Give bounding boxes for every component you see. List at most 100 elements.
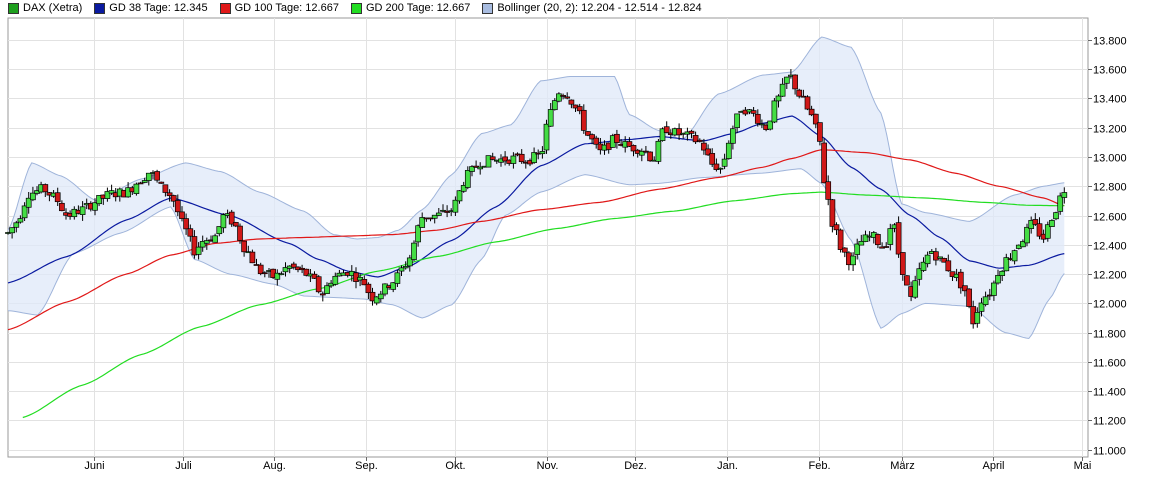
candle-body	[556, 93, 562, 102]
candle-body	[999, 270, 1006, 276]
candle-body	[580, 109, 587, 131]
legend-swatch	[350, 2, 362, 14]
candle-body	[551, 100, 558, 111]
y-tick-label: 11.200	[1093, 416, 1126, 428]
candle-body	[957, 271, 964, 289]
candle-body	[825, 181, 832, 200]
candle-body	[170, 195, 177, 202]
candle-body	[978, 302, 985, 312]
legend-item-0: DAX (Xetra)	[8, 2, 82, 14]
candle-body	[485, 155, 492, 168]
x-tick-label: Jan.	[717, 460, 738, 472]
candle-body	[324, 285, 330, 294]
candle-body	[1036, 223, 1043, 237]
y-tick-label: 12.400	[1093, 241, 1127, 253]
candle-body	[812, 113, 819, 125]
bollinger-lower-line	[7, 168, 1065, 340]
candle-body	[415, 225, 421, 243]
candle-body	[1053, 212, 1059, 220]
x-tick-label: April	[982, 460, 1004, 472]
candle-body	[382, 283, 388, 295]
candle-body	[962, 285, 968, 292]
candle-body	[13, 222, 20, 228]
candle-body	[187, 228, 194, 237]
candle-body	[59, 202, 65, 212]
y-tick-label: 12.800	[1093, 182, 1127, 194]
candle-body	[510, 155, 517, 164]
candle-body	[899, 252, 906, 275]
legend-item-1: GD 38 Tage: 12.345	[94, 2, 208, 14]
candle-body	[125, 187, 131, 198]
legend-item-2: GD 100 Tage: 12.667	[219, 2, 339, 14]
candle-body	[1049, 220, 1055, 227]
candle-body	[411, 242, 417, 260]
candle-body	[452, 199, 459, 213]
y-tick-label: 12.000	[1093, 299, 1127, 311]
candle-body	[589, 134, 595, 140]
x-tick-label: Sep.	[355, 460, 378, 472]
candle-body	[887, 228, 894, 245]
candle-body	[841, 247, 848, 253]
candle-body	[402, 266, 409, 269]
candle-body	[937, 256, 943, 259]
candle-body	[42, 184, 49, 193]
candle-body	[792, 74, 798, 90]
candle-body	[473, 165, 479, 168]
candle-body	[850, 255, 856, 266]
candle-body	[406, 257, 413, 267]
legend-label: Bollinger (20, 2): 12.204 - 12.514 - 12.…	[497, 2, 702, 14]
candle-body	[696, 139, 703, 142]
candle-body	[319, 293, 326, 296]
candle-body	[502, 156, 508, 162]
candle-body	[440, 209, 446, 212]
x-tick-label: Nov.	[537, 460, 559, 472]
candle-body	[725, 142, 732, 159]
candle-body	[21, 205, 28, 219]
legend-swatch	[219, 2, 231, 14]
candle-body	[717, 167, 724, 170]
candle-body	[195, 246, 202, 255]
candle-body	[775, 95, 782, 102]
candle-body	[518, 153, 525, 163]
y-tick-label: 11.000	[1093, 446, 1126, 458]
candle-body	[920, 261, 927, 271]
x-tick-label: Aug.	[263, 460, 286, 472]
candle-body	[705, 148, 711, 156]
candle-body	[531, 152, 537, 163]
candle-body	[862, 234, 869, 242]
x-tick-label: März	[890, 460, 914, 472]
candle-body	[804, 96, 811, 110]
series-line-1	[7, 149, 1065, 331]
candle-body	[137, 182, 144, 185]
candle-body	[560, 95, 566, 97]
candle-body	[183, 218, 189, 230]
candle-body	[638, 150, 645, 156]
candle-body	[730, 128, 736, 144]
candle-body	[25, 197, 32, 208]
candle-body	[1061, 192, 1068, 198]
legend-swatch	[94, 2, 106, 14]
candle-body	[158, 181, 165, 184]
candle-body	[593, 137, 600, 145]
candle-body	[982, 296, 989, 305]
candle-body	[79, 206, 86, 215]
candle-body	[257, 264, 264, 275]
legend-label: DAX (Xetra)	[23, 2, 83, 14]
x-tick-label: Juni	[84, 460, 104, 472]
y-tick-label: 11.600	[1093, 358, 1126, 370]
candle-body	[456, 190, 463, 202]
y-tick-label: 13.600	[1093, 65, 1127, 77]
candle-body	[1032, 219, 1039, 225]
candle-body	[630, 145, 637, 152]
candle-body	[974, 312, 981, 324]
x-tick-label: Mai	[1074, 460, 1092, 472]
candle-body	[833, 224, 840, 231]
candle-body	[647, 151, 653, 162]
candle-body	[398, 267, 405, 272]
candle-body	[332, 275, 339, 285]
candle-body	[924, 254, 931, 265]
candle-body	[390, 282, 397, 290]
candle-body	[750, 110, 757, 114]
candle-body	[174, 200, 181, 213]
